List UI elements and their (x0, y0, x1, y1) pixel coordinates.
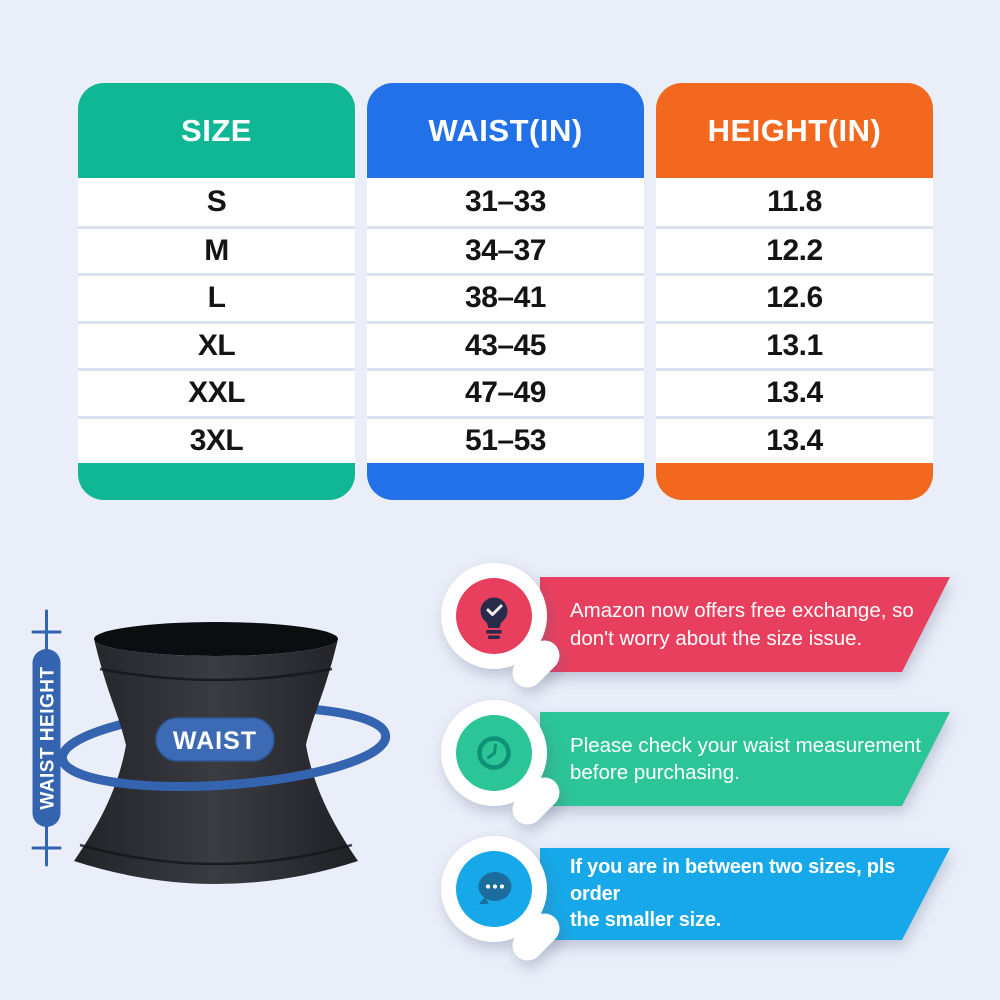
lightbulb-check-icon (480, 597, 508, 639)
table-cell: 12.2 (656, 225, 933, 273)
callout-banner: If you are in between two sizes, pls ord… (540, 848, 950, 940)
callout-icon-bubble (441, 836, 566, 967)
table-cell: S (78, 178, 355, 226)
bubble-inner-circle (456, 715, 532, 791)
table-cell: M (78, 225, 355, 273)
table-cell: XXL (78, 368, 355, 416)
table-cell: 31–33 (367, 178, 644, 226)
table-cell: L (78, 273, 355, 321)
table-cell: XL (78, 320, 355, 368)
table-cell: 13.4 (656, 415, 933, 463)
table-cell: 13.1 (656, 320, 933, 368)
table-cell: 12.6 (656, 273, 933, 321)
chat-dots-icon (478, 872, 512, 905)
waist-header: WAIST(IN) (367, 83, 644, 178)
waist-measure-ellipse-front (57, 752, 391, 792)
table-footer-bar (656, 463, 933, 500)
table-cell: 3XL (78, 415, 355, 463)
table-cell: 38–41 (367, 273, 644, 321)
callout-measure: Please check your waist measurement befo… (540, 712, 950, 806)
clock-icon (477, 736, 511, 770)
callout-between-sizes: If you are in between two sizes, pls ord… (540, 848, 950, 940)
callout-icon-bubble (441, 563, 566, 694)
table-footer-bar (367, 463, 644, 500)
callout-exchange: Amazon now offers free exchange, so don'… (540, 577, 950, 672)
callout-banner: Please check your waist measurement befo… (540, 712, 950, 806)
table-column-size: SIZE S M L XL XXL 3XL (78, 83, 355, 500)
table-footer-bar (78, 463, 355, 500)
callout-text-line: Please check your waist measurement (570, 733, 921, 757)
table-cell: 51–53 (367, 415, 644, 463)
waist-label-pill: WAIST (155, 717, 275, 762)
waist-label: WAIST (173, 727, 257, 755)
table-cell: 13.4 (656, 368, 933, 416)
table-cell: 43–45 (367, 320, 644, 368)
callout-icon-bubble (441, 700, 566, 831)
callout-banner: Amazon now offers free exchange, so don'… (540, 577, 950, 672)
table-cell: 47–49 (367, 368, 644, 416)
waist-height-pill (32, 649, 61, 827)
size-header: SIZE (78, 83, 355, 178)
callout-text-line: If you are in between two sizes, pls ord… (570, 856, 896, 905)
height-header: HEIGHT(IN) (656, 83, 933, 178)
callout-text-line: don't worry about the size issue. (570, 626, 863, 650)
table-cell: 34–37 (367, 225, 644, 273)
table-cell: 11.8 (656, 178, 933, 226)
callout-text-line: Amazon now offers free exchange, so (570, 599, 914, 623)
callout-text-line: the smaller size. (570, 909, 722, 932)
table-column-height: HEIGHT(IN) 11.8 12.2 12.6 13.1 13.4 13.4 (656, 83, 933, 500)
size-chart-table: SIZE S M L XL XXL 3XL WAIST(IN) 31–33 34… (78, 83, 933, 500)
callout-text-line: before purchasing. (570, 761, 740, 784)
waist-height-label: WAIST HEIGHT (38, 666, 59, 809)
table-column-waist: WAIST(IN) 31–33 34–37 38–41 43–45 47–49 … (367, 83, 644, 500)
bubble-inner-circle (456, 578, 532, 654)
waist-trainer-diagram: WAIST WAIST HEIGHT (31, 609, 391, 884)
bubble-inner-circle (456, 851, 532, 927)
